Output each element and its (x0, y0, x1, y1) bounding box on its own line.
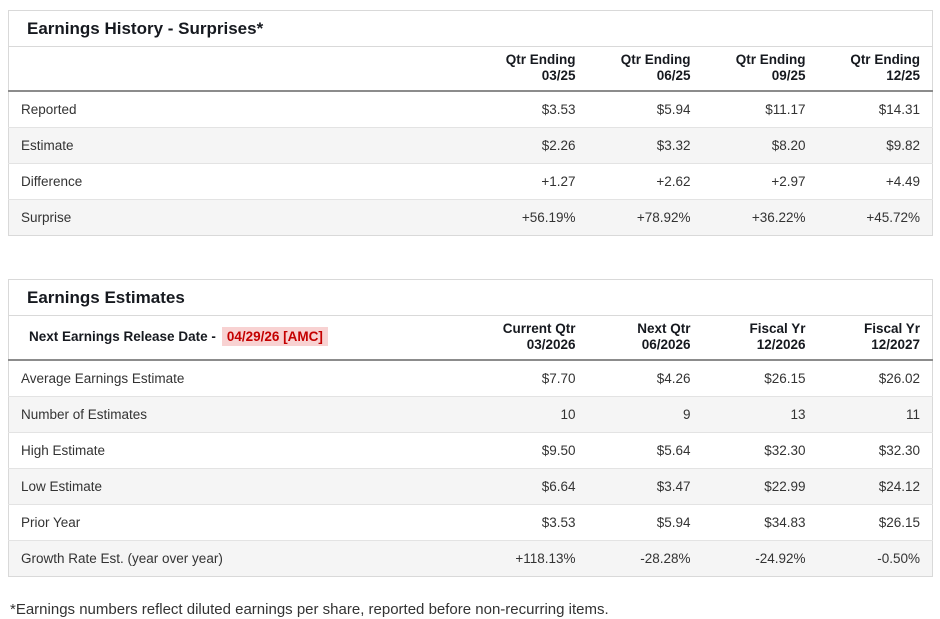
table-row-high-estimate: High Estimate $9.50 $5.64 $32.30 $32.30 (8, 432, 933, 469)
column-header-qtr-1225: Qtr Ending 12/25 (817, 46, 933, 92)
cell-value: $26.02 (817, 360, 933, 397)
column-header-line2: 12/2026 (756, 337, 806, 352)
cell-value: $6.64 (472, 468, 588, 505)
table-row-reported: Reported $3.53 $5.94 $11.17 $14.31 (8, 91, 933, 128)
column-header-line2: 09/25 (771, 68, 806, 83)
cell-value-negative: -24.92% (702, 540, 818, 577)
cell-value: $9.50 (472, 432, 588, 469)
cell-value: $2.26 (472, 127, 588, 164)
row-label: Estimate (8, 127, 473, 164)
cell-value-positive: +56.19% (472, 199, 588, 236)
row-label: Reported (8, 91, 473, 128)
column-header-line2: 12/2027 (871, 337, 921, 352)
cell-value: 10 (472, 396, 588, 433)
cell-value: $32.30 (817, 432, 933, 469)
earnings-history-title: Earnings History - Surprises* (8, 10, 933, 47)
table-row-estimate: Estimate $2.26 $3.32 $8.20 $9.82 (8, 127, 933, 164)
earnings-history-table: Earnings History - Surprises* Qtr Ending… (8, 10, 934, 236)
cell-value: $9.82 (817, 127, 933, 164)
column-header-line1: Qtr Ending (620, 52, 691, 67)
cell-value-positive: +4.49 (817, 163, 933, 200)
row-label: Prior Year (8, 504, 473, 541)
row-label: High Estimate (8, 432, 473, 469)
cell-value-positive: +45.72% (817, 199, 933, 236)
cell-value: $5.94 (587, 504, 703, 541)
cell-value-negative: -28.28% (587, 540, 703, 577)
table-row-difference: Difference +1.27 +2.62 +2.97 +4.49 (8, 163, 933, 200)
earnings-estimates-header-row: Next Earnings Release Date - 04/29/26 [AM… (8, 315, 933, 361)
cell-value: $3.32 (587, 127, 703, 164)
cell-value: $7.70 (472, 360, 588, 397)
cell-value: $3.53 (472, 504, 588, 541)
column-header-line1: Qtr Ending (735, 52, 806, 67)
column-header-fiscal-yr-2026: Fiscal Yr 12/2026 (702, 315, 818, 361)
column-header-line1: Current Qtr (502, 321, 576, 336)
cell-value: $14.31 (817, 91, 933, 128)
row-label: Number of Estimates (8, 396, 473, 433)
earnings-history-header-row: Qtr Ending 03/25 Qtr Ending 06/25 Qtr En… (8, 46, 933, 92)
cell-value: $11.17 (702, 91, 818, 128)
column-header-current-qtr: Current Qtr 03/2026 (472, 315, 588, 361)
cell-value: $26.15 (817, 504, 933, 541)
cell-value: $3.53 (472, 91, 588, 128)
cell-value: 13 (702, 396, 818, 433)
cell-value: $8.20 (702, 127, 818, 164)
row-label: Low Estimate (8, 468, 473, 505)
table-row-prior-year: Prior Year $3.53 $5.94 $34.83 $26.15 (8, 504, 933, 541)
earnings-estimates-table: Earnings Estimates Next Earnings Release… (8, 279, 934, 577)
earnings-estimates-title: Earnings Estimates (8, 279, 933, 316)
column-header-line2: 03/25 (541, 68, 576, 83)
row-label: Average Earnings Estimate (8, 360, 473, 397)
cell-value: 11 (817, 396, 933, 433)
cell-value: $5.94 (587, 91, 703, 128)
release-date-label: Next Earnings Release Date - (29, 329, 216, 344)
row-label: Growth Rate Est. (year over year) (8, 540, 473, 577)
column-header-line1: Fiscal Yr (749, 321, 806, 336)
table-row-low-estimate: Low Estimate $6.64 $3.47 $22.99 $24.12 (8, 468, 933, 505)
column-header-line2: 03/2026 (526, 337, 576, 352)
column-header-fiscal-yr-2027: Fiscal Yr 12/2027 (817, 315, 933, 361)
column-header-line1: Qtr Ending (505, 52, 576, 67)
cell-value-positive: +1.27 (472, 163, 588, 200)
row-label: Difference (8, 163, 473, 200)
cell-value: 9 (587, 396, 703, 433)
cell-value-positive: +118.13% (472, 540, 588, 577)
earnings-estimates-title-row: Earnings Estimates (8, 279, 933, 316)
column-header-qtr-0925: Qtr Ending 09/25 (702, 46, 818, 92)
column-header-line1: Qtr Ending (850, 52, 921, 67)
cell-value-positive: +78.92% (587, 199, 703, 236)
row-label: Surprise (8, 199, 473, 236)
cell-value-positive: +2.97 (702, 163, 818, 200)
column-header-next-qtr: Next Qtr 06/2026 (587, 315, 703, 361)
cell-value: $5.64 (587, 432, 703, 469)
column-header-line1: Fiscal Yr (863, 321, 921, 336)
table-row-average-earnings-estimate: Average Earnings Estimate $7.70 $4.26 $2… (8, 360, 933, 397)
cell-value: $26.15 (702, 360, 818, 397)
cell-value: $24.12 (817, 468, 933, 505)
release-date-highlight: 04/29/26 [AMC] (221, 327, 328, 346)
cell-value: $3.47 (587, 468, 703, 505)
column-header-line2: 12/25 (886, 68, 921, 83)
column-header-line2: 06/25 (656, 68, 691, 83)
cell-value: $32.30 (702, 432, 818, 469)
cell-value: $22.99 (702, 468, 818, 505)
empty-header-cell (8, 46, 473, 92)
table-row-surprise: Surprise +56.19% +78.92% +36.22% +45.72% (8, 199, 933, 236)
footnote: *Earnings numbers reflect diluted earnin… (10, 601, 609, 618)
earnings-history-title-row: Earnings History - Surprises* (8, 10, 933, 47)
column-header-line1: Next Qtr (637, 321, 691, 336)
cell-value-negative: -0.50% (817, 540, 933, 577)
column-header-qtr-0325: Qtr Ending 03/25 (472, 46, 588, 92)
table-row-number-of-estimates: Number of Estimates 10 9 13 11 (8, 396, 933, 433)
cell-value: $4.26 (587, 360, 703, 397)
table-row-growth-rate-est: Growth Rate Est. (year over year) +118.1… (8, 540, 933, 577)
cell-value: $34.83 (702, 504, 818, 541)
column-header-line2: 06/2026 (641, 337, 691, 352)
column-header-qtr-0625: Qtr Ending 06/25 (587, 46, 703, 92)
cell-value-positive: +2.62 (587, 163, 703, 200)
cell-value-positive: +36.22% (702, 199, 818, 236)
next-earnings-release-cell: Next Earnings Release Date - 04/29/26 [AM… (8, 315, 473, 361)
